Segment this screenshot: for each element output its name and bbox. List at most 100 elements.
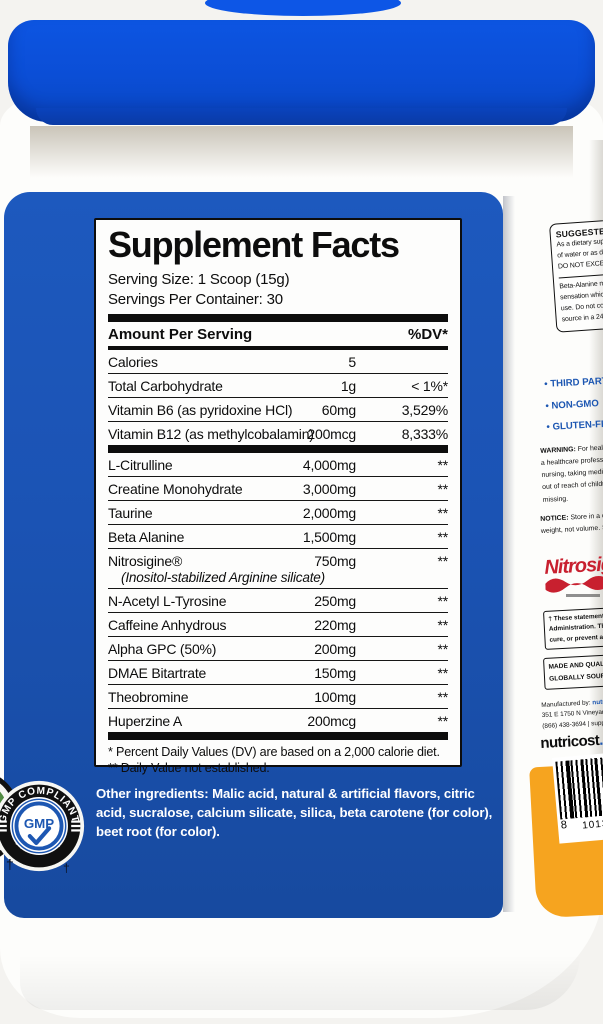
ingredient-dv: ** bbox=[437, 456, 449, 473]
ingredient-dv: ** bbox=[437, 712, 449, 729]
table-row: Taurine 2,000mg ** bbox=[108, 499, 449, 524]
label-edge-shadow bbox=[503, 196, 519, 912]
notice-first-fragment: Store in a cool, d bbox=[570, 512, 603, 522]
ingredient-amount: 60mg bbox=[321, 401, 356, 418]
ingredient-name: Nitrosigine® bbox=[108, 552, 183, 569]
ingredient-amount: 4,000mg bbox=[302, 456, 356, 473]
facts-title: Supplement Facts bbox=[108, 224, 400, 265]
serving-size: Serving Size: 1 Scoop (15g) bbox=[108, 270, 290, 288]
ingredient-dv: 8,333% bbox=[401, 425, 448, 442]
ingredient-dv: ** bbox=[437, 480, 449, 497]
warning-label: WARNING: bbox=[540, 446, 577, 455]
divider bbox=[108, 313, 448, 322]
nitrosigine-swoosh-icon bbox=[545, 576, 603, 593]
divider bbox=[108, 345, 448, 350]
table-row: Nitrosigine® (Inositol-stabilized Arginin… bbox=[108, 547, 448, 588]
ingredient-name: Calories bbox=[108, 353, 158, 370]
table-row: N-Acetyl L-Tyrosine 250mg ** bbox=[108, 587, 449, 612]
nutrient-rows: Calories 5 Total Carbohydrate 1g < 1%* Vitami… bbox=[108, 350, 448, 445]
ingredient-name: Beta Alanine bbox=[108, 528, 185, 545]
nitrosigine-logo-text: Nitrosigine bbox=[544, 552, 603, 579]
table-row: Total Carbohydrate 1g < 1%* bbox=[108, 372, 448, 397]
ingredient-amount: 150mg bbox=[314, 664, 356, 681]
ingredient-name: N-Acetyl L-Tyrosine bbox=[108, 592, 227, 609]
servings-per-container: Servings Per Container: 30 bbox=[108, 290, 283, 308]
checkmark-icon bbox=[27, 826, 52, 846]
ingredient-name: DMAE Bitartrate bbox=[108, 664, 207, 681]
supplement-facts-panel: Supplement Facts Serving Size: 1 Scoop (… bbox=[94, 218, 462, 775]
ingredient-dv: < 1%* bbox=[411, 377, 448, 394]
ingredient-amount: 250mg bbox=[314, 592, 356, 609]
nitrosigine-logo: Nitrosigine bbox=[544, 552, 603, 593]
lid bbox=[8, 20, 595, 122]
ingredient-dv: ** bbox=[437, 640, 449, 657]
table-row: Vitamin B12 (as methylcobalamin) 200mcg 8,… bbox=[108, 420, 448, 445]
warning-first-fragment: For healthy a bbox=[577, 444, 603, 454]
text-line: * Percent Daily Values (DV) are based on… bbox=[108, 744, 440, 759]
ingredient-name: Taurine bbox=[108, 504, 153, 521]
ingredient-amount: 1,500mg bbox=[302, 528, 356, 545]
table-row: DMAE Bitartrate 150mg ** bbox=[108, 659, 449, 684]
ingredient-name: L-Citrulline bbox=[108, 456, 173, 473]
ingredient-amount: 750mg bbox=[314, 552, 356, 569]
barcode-bars-icon bbox=[555, 756, 603, 820]
nitrosigine-caption bbox=[566, 594, 600, 597]
warning-text: WARNING: For healthy a a healthcare prof… bbox=[540, 442, 603, 507]
table-row: Huperzine A 200mcg ** bbox=[108, 707, 449, 732]
jar-shoulder-shadow bbox=[30, 126, 573, 178]
ingredient-name: Alpha GPC (50%) bbox=[108, 640, 217, 657]
lid-inner-lip bbox=[36, 108, 567, 125]
gmp-seal-center-text: GMP bbox=[24, 816, 54, 831]
fda-disclaimer-box: † These statements havAdministration. Th… bbox=[543, 606, 603, 651]
ingredient-dv: ** bbox=[437, 528, 449, 545]
table-row: Caffeine Anhydrous 220mg ** bbox=[108, 611, 449, 636]
jar-bottom-shading bbox=[20, 955, 580, 1010]
ingredient-dv: ** bbox=[437, 504, 449, 521]
ingredient-name: Creatine Monohydrate bbox=[108, 480, 243, 497]
ingredient-dv: ** bbox=[437, 616, 449, 633]
table-row: Creatine Monohydrate 3,000mg ** bbox=[108, 475, 449, 500]
ingredient-name: Total Carbohydrate bbox=[108, 377, 223, 394]
dagger-symbol: † bbox=[63, 861, 70, 875]
ingredient-dv: ** bbox=[437, 688, 449, 705]
ingredient-name: Caffeine Anhydrous bbox=[108, 616, 227, 633]
ingredient-amount: 220mg bbox=[314, 616, 356, 633]
text-line: THIRD PARTY T bbox=[544, 375, 603, 390]
lid-top-icon bbox=[205, 0, 401, 16]
manufacturer-brand: nutricost bbox=[592, 697, 603, 707]
gmp-seal-icon: GMP COMPLIANT FACILITY GMP bbox=[0, 780, 85, 872]
suggested-use-paragraph-1: As a dietary supplem of water or as direc… bbox=[556, 234, 603, 273]
divider bbox=[108, 731, 448, 740]
warning-lines: a healthcare professiona nursing, taking … bbox=[541, 454, 603, 507]
ingredient-name: Huperzine A bbox=[108, 712, 183, 729]
table-row: Alpha GPC (50%) 200mg ** bbox=[108, 635, 449, 660]
table-row: L-Citrulline 4,000mg ** bbox=[108, 453, 448, 476]
manufacturer-address: 351 E 1750 N Vineyard, UT(866) 438-3694 … bbox=[542, 707, 603, 732]
website-tld: .com bbox=[598, 730, 603, 749]
text-line: ** Daily Value not established. bbox=[108, 761, 270, 776]
text-line: GLUTEN-FRE bbox=[546, 418, 603, 433]
suggested-use-paragraph-2: Beta-Alanine may prosensation which is h… bbox=[559, 275, 603, 326]
feature-bullets: THIRD PARTY T NON-GMO GLUTEN-FRE bbox=[544, 375, 603, 443]
table-row: Vitamin B6 (as pyridoxine HCl) 60mg 3,529% bbox=[108, 396, 448, 421]
made-quality-box: MADE AND QUALITY TESGLOBALLY SOURCED M bbox=[543, 653, 603, 690]
text-line: GLOBALLY SOURCED M bbox=[548, 671, 603, 683]
website-logo: nutricost.com bbox=[540, 730, 603, 752]
barcode: 8 10138 bbox=[552, 752, 603, 844]
divider bbox=[108, 444, 448, 453]
ingredient-amount: 1g bbox=[340, 377, 356, 394]
table-row: Theobromine 100mg ** bbox=[108, 683, 449, 708]
ingredient-name: Vitamin B6 (as pyridoxine HCl) bbox=[108, 401, 293, 418]
ingredient-amount: 2,000mg bbox=[302, 504, 356, 521]
table-row: Beta Alanine 1,500mg ** bbox=[108, 523, 449, 548]
manufactured-by-label: Manufactured by: bbox=[541, 699, 591, 709]
other-ingredients: Other ingredients: Malic acid, natural &… bbox=[96, 786, 493, 840]
ingredient-dv: ** bbox=[437, 664, 449, 681]
ingredient-dv: ** bbox=[437, 592, 449, 609]
ingredient-dv: 3,529% bbox=[401, 401, 448, 418]
table-row: Calories 5 bbox=[108, 350, 448, 373]
text-line: NON-GMO bbox=[545, 397, 603, 412]
amount-per-serving-header: Amount Per Serving bbox=[108, 325, 253, 343]
